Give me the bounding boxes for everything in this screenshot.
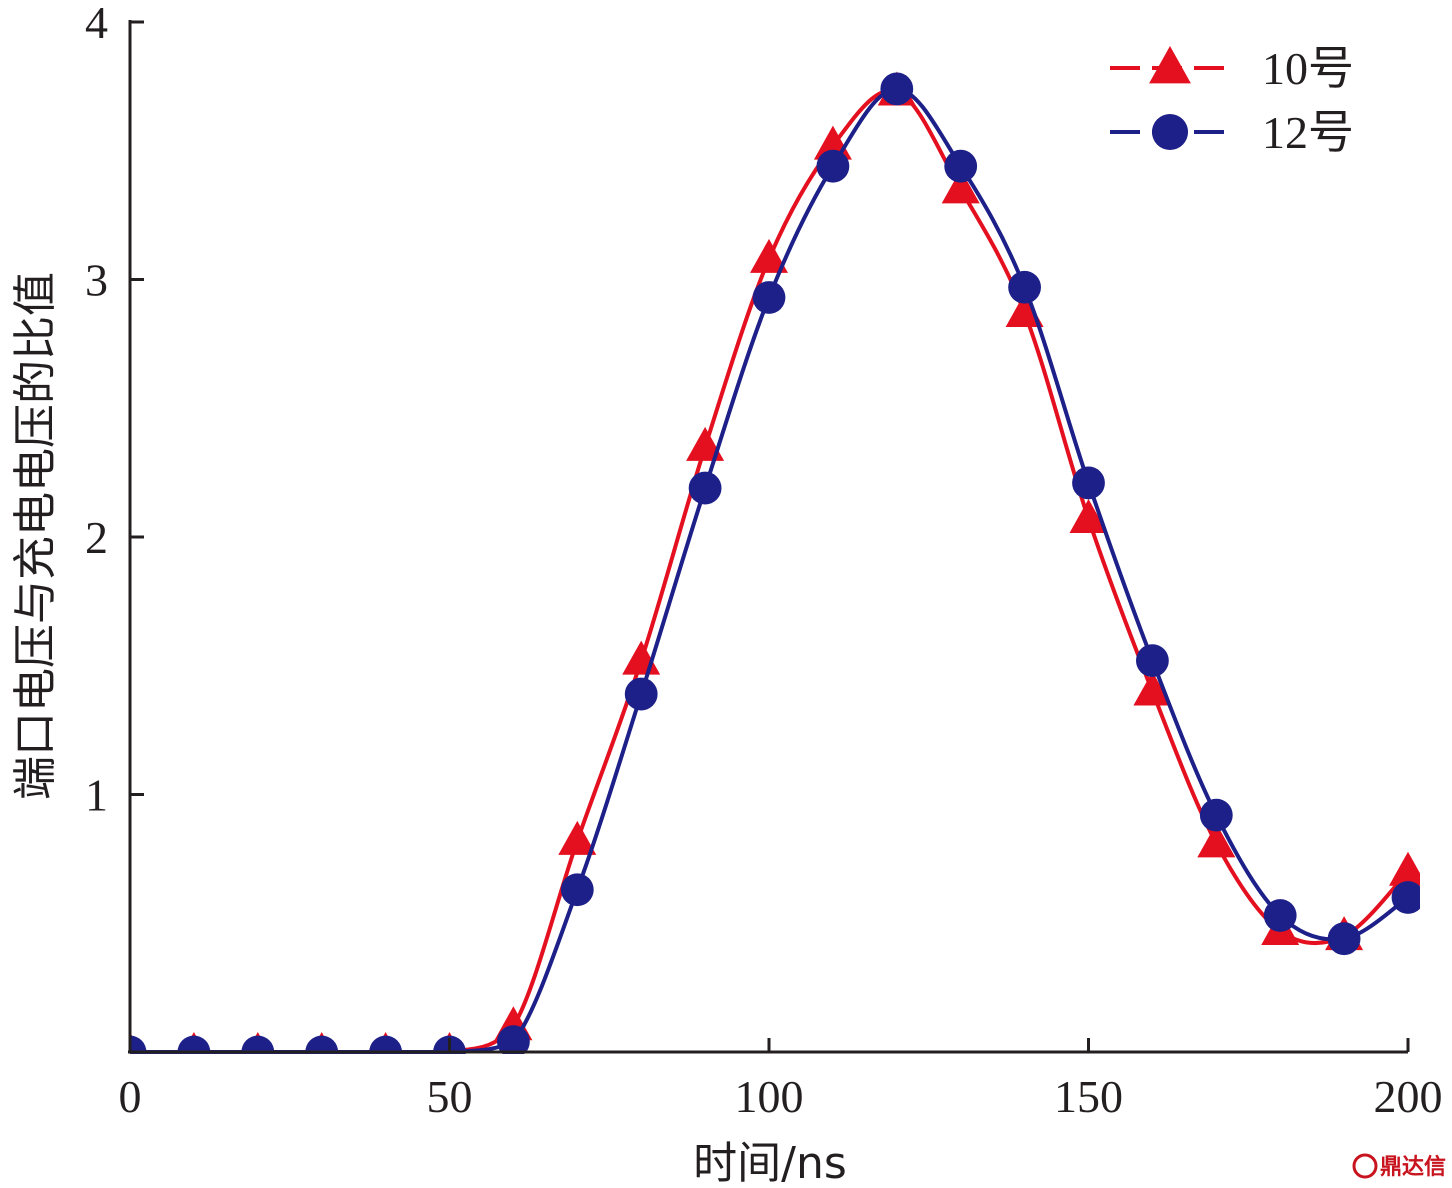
data-point xyxy=(688,471,722,505)
data-point xyxy=(130,1035,147,1054)
x-tick-label: 100 xyxy=(735,1071,804,1122)
data-point xyxy=(1008,270,1041,304)
data-point xyxy=(497,1025,530,1054)
data-point xyxy=(752,281,786,314)
series-2 xyxy=(130,72,1420,1054)
legend-label: 12号 xyxy=(1262,107,1354,158)
data-point xyxy=(558,820,597,855)
series-line xyxy=(130,88,1410,1054)
y-axis-title: 端口电压与充电电压的比值 xyxy=(10,272,61,800)
data-point xyxy=(1263,899,1297,932)
data-point xyxy=(305,1035,339,1054)
data-point xyxy=(816,149,850,183)
data-point xyxy=(944,149,978,183)
axes xyxy=(128,20,1408,1054)
data-point xyxy=(1389,851,1420,886)
data-point xyxy=(560,873,594,907)
data-point xyxy=(941,169,980,204)
data-point xyxy=(1197,823,1236,858)
data-point xyxy=(624,677,658,711)
legend-marker xyxy=(1151,113,1189,151)
data-point xyxy=(241,1035,275,1054)
legend-marker xyxy=(1149,46,1191,84)
ticks: 0 50 100 150 200 1 2 3 4 xyxy=(85,0,1443,1122)
watermark-text: 鼎达信 xyxy=(1380,1154,1446,1180)
legend-label: 10号 xyxy=(1262,43,1354,94)
data-point xyxy=(369,1035,402,1054)
y-tick-label: 4 xyxy=(85,0,108,48)
legend-item-2: 12号 xyxy=(1110,107,1354,158)
series-layer xyxy=(130,71,1420,1054)
watermark: 鼎达信 xyxy=(1352,1153,1446,1180)
data-point xyxy=(1072,466,1105,500)
x-tick-label: 150 xyxy=(1054,1071,1123,1122)
data-point xyxy=(177,1035,211,1054)
y-tick-label: 3 xyxy=(85,255,108,306)
watermark-logo-icon xyxy=(1352,1153,1378,1179)
x-tick-label: 200 xyxy=(1374,1071,1443,1122)
data-point xyxy=(1136,644,1169,677)
data-point xyxy=(1327,922,1361,956)
y-tick-label: 2 xyxy=(85,512,108,563)
data-point xyxy=(750,238,788,273)
data-point xyxy=(880,72,914,106)
data-point xyxy=(1133,671,1172,706)
x-tick-label: 0 xyxy=(119,1071,142,1122)
data-point xyxy=(1199,798,1233,832)
data-point xyxy=(1069,498,1108,533)
series-1 xyxy=(130,71,1420,1054)
data-point xyxy=(1391,881,1420,914)
x-tick-label: 50 xyxy=(427,1071,473,1122)
x-axis-title: 时间/ns xyxy=(693,1138,847,1188)
y-tick-label: 1 xyxy=(85,770,108,821)
legend-item-1: 10号 xyxy=(1110,43,1354,94)
series-line xyxy=(130,86,1410,1054)
